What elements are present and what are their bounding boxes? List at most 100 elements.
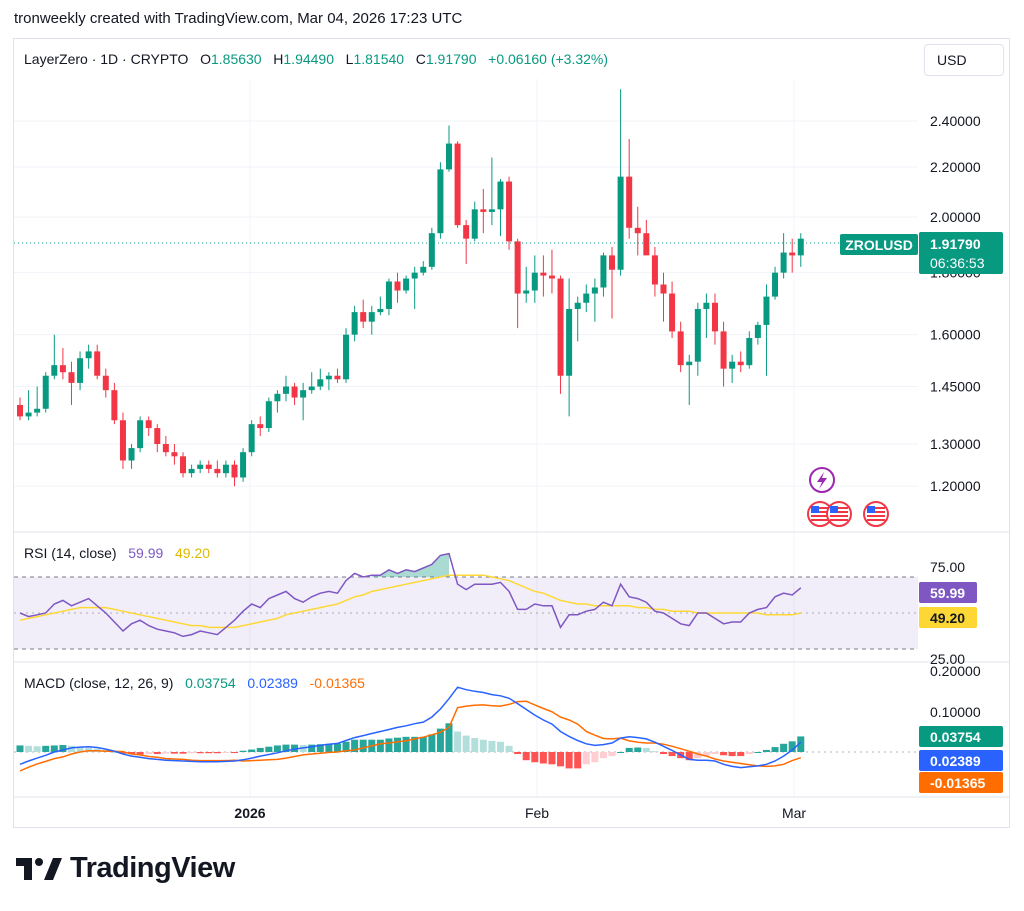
price-tick-label: 1.60000 — [930, 327, 981, 343]
price-tag-value: 1.91790 — [930, 236, 981, 252]
tradingview-logo-icon — [16, 857, 62, 880]
candle-body — [137, 420, 144, 449]
rsi-tag-value: 59.99 — [930, 585, 965, 601]
macd-histogram-bar — [248, 749, 256, 752]
price-tick-label: 1.20000 — [930, 478, 981, 494]
candle-body — [394, 281, 401, 291]
signal-tag-bg — [919, 772, 1003, 793]
events[interactable] — [807, 467, 889, 527]
macd-histogram-bar — [514, 752, 522, 755]
candle-body — [282, 386, 289, 394]
us-flag-event-icon[interactable] — [826, 501, 852, 527]
price-tick-label: 1.30000 — [930, 436, 981, 452]
macd-histogram-bar — [16, 745, 24, 752]
macd-histogram-bar — [565, 752, 573, 769]
candle-body — [523, 290, 530, 294]
macd-histogram-bar — [548, 752, 556, 765]
candle-body — [291, 386, 298, 398]
candle-body — [222, 464, 229, 474]
us-flag-event-icon[interactable] — [863, 501, 889, 527]
macd-histogram-bar — [702, 752, 710, 757]
candle-body — [368, 312, 375, 322]
candle-body — [634, 227, 641, 234]
rsi-overbought-fill — [354, 553, 449, 577]
candle-body — [403, 278, 410, 291]
macd-histogram-bar — [213, 752, 221, 754]
candle-body — [437, 169, 444, 234]
price-tick-label: 2.20000 — [930, 159, 981, 175]
change-value: +0.06160 (+3.32%) — [488, 51, 609, 67]
candles — [17, 89, 804, 487]
macd-histogram-bar — [574, 752, 582, 769]
candle-body — [737, 361, 744, 366]
candle-body — [317, 379, 324, 387]
candle-body — [102, 375, 109, 391]
macd-histogram-bar — [145, 752, 153, 755]
macd-value-tags: 0.03754 0.02389 -0.01365 — [919, 726, 1003, 793]
candle-body — [119, 420, 126, 461]
candle-body — [34, 408, 41, 413]
macd-title[interactable]: MACD (close, 12, 26, 9) — [24, 675, 174, 691]
candle-body — [85, 351, 92, 359]
macd-histogram-bar — [462, 735, 470, 752]
price-axis: 2.400002.200002.000001.800001.600001.450… — [930, 113, 981, 494]
candle-body — [497, 181, 504, 210]
x-tick-mar: Mar — [782, 805, 806, 821]
currency-button[interactable]: USD — [924, 44, 1004, 76]
price-tick-label: 1.45000 — [930, 379, 981, 395]
macd-histogram-bar — [239, 750, 247, 752]
macd-histogram-bar — [771, 747, 779, 752]
macd-histogram-bar — [222, 752, 230, 753]
macd-histogram-bar — [291, 744, 299, 752]
rsi-title[interactable]: RSI (14, close) — [24, 545, 117, 561]
candle-body — [51, 365, 58, 376]
macd-histogram-bar — [33, 746, 41, 752]
macd-histogram-bar — [428, 734, 436, 752]
candle-body — [780, 252, 787, 273]
candle-body — [677, 331, 684, 366]
open-value: 1.85630 — [210, 51, 262, 67]
last-price-tag[interactable]: ZROLUSD 1.91790 06:36:53 — [840, 232, 1003, 274]
macd-histogram-bar — [754, 752, 762, 753]
macd-histogram-bar — [488, 740, 496, 752]
symbol-title[interactable]: LayerZero · 1D · CRYPTO — [24, 51, 189, 67]
candle-body — [308, 386, 315, 391]
macd-signal-line — [19, 700, 802, 772]
candle-body — [411, 272, 418, 279]
macd-tag-bg — [919, 750, 1003, 771]
macd-histogram-bar — [557, 752, 565, 767]
chart-caption: tronweekly created with TradingView.com,… — [14, 10, 463, 27]
macd-histogram-bar — [170, 752, 178, 754]
candle-body — [514, 241, 521, 294]
candle-body — [471, 209, 478, 239]
macd-histogram-bar — [685, 752, 693, 761]
macd-histogram-bar — [454, 731, 462, 752]
macd-histogram-bar — [745, 752, 753, 755]
macd-tag-value: 0.02389 — [930, 753, 981, 769]
macd-histogram-bar — [797, 736, 805, 752]
candle-body — [360, 312, 367, 322]
macd-histogram-bar — [737, 752, 745, 757]
candle-body — [591, 287, 598, 294]
price-tag-countdown: 06:36:53 — [930, 255, 985, 271]
rsi-tag-bg — [919, 582, 977, 603]
macd-legend-value: 0.02389 — [247, 675, 298, 691]
candle-body — [334, 375, 341, 380]
macd-histogram-bar — [231, 752, 238, 753]
macd-histogram-bar — [445, 723, 453, 752]
rsi-legend-value: 59.99 — [128, 545, 164, 561]
candle-body — [265, 401, 272, 429]
macd-histogram-bar — [496, 741, 504, 752]
candle-body — [772, 272, 779, 297]
candle-body — [729, 361, 736, 369]
candle-body — [763, 296, 770, 325]
candle-body — [385, 281, 392, 309]
tradingview-logo[interactable]: TradingView — [16, 852, 235, 885]
macd-histogram-bar — [694, 752, 702, 759]
candle-body — [574, 302, 581, 309]
macd-histogram-bar — [617, 752, 625, 753]
macd-histogram-bar — [608, 752, 616, 757]
macd-histogram-bar — [505, 745, 513, 752]
candle-body — [377, 308, 384, 313]
